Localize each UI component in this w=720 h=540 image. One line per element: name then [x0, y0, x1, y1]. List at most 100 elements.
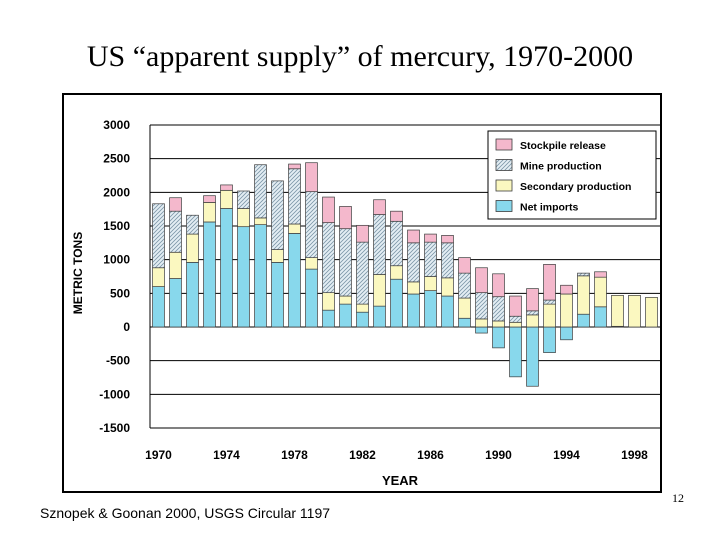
bar-segment — [169, 210, 182, 253]
bar-segment — [628, 295, 641, 328]
bar-segment — [271, 249, 284, 263]
legend-label: Net imports — [520, 202, 579, 214]
bar-segment — [373, 214, 386, 275]
chart-frame: 3000 2500 2000 1500 1000 500 0 -500 -1000 -1500 19… — [62, 93, 662, 493]
bar-segment — [152, 267, 165, 287]
x-tick-label: 1970 — [145, 448, 172, 462]
x-tick-label: 1990 — [485, 448, 512, 462]
bar-segment — [526, 288, 539, 312]
bar-segment — [169, 278, 182, 328]
bar-segment — [492, 296, 505, 322]
bar-segment — [237, 226, 250, 328]
y-tick-label: 2000 — [103, 185, 130, 199]
y-tick-label: 1000 — [103, 253, 130, 267]
bar-segment — [152, 203, 165, 269]
y-tick-label: 500 — [110, 286, 130, 300]
bar-segment — [288, 223, 301, 234]
bar-segment — [526, 310, 539, 316]
bar-segment — [305, 191, 318, 259]
bar-segment — [390, 210, 403, 222]
page-number: 12 — [672, 491, 684, 505]
bar-segment — [560, 326, 573, 341]
source-citation: Sznopek & Goonan 2000, USGS Circular 119… — [40, 505, 331, 521]
legend-swatch — [495, 138, 513, 151]
legend-label: Secondary production — [520, 181, 631, 193]
bar-segment — [407, 281, 420, 295]
bar-segment — [254, 224, 267, 328]
bar-segment — [475, 326, 488, 334]
bar-segment — [407, 229, 420, 244]
bar-segment — [458, 297, 471, 319]
bar-segment — [577, 313, 590, 328]
y-tick-label: 1500 — [103, 219, 130, 233]
legend-label: Stockpile release — [520, 140, 606, 152]
bar-segment — [526, 326, 539, 387]
legend-swatch — [495, 179, 513, 192]
bar-segment — [339, 295, 352, 305]
bar-segment — [322, 309, 335, 328]
bar-segment — [186, 233, 199, 263]
x-tick-label: 1994 — [553, 448, 580, 462]
bar-segment — [356, 224, 369, 243]
bar-segment — [407, 293, 420, 328]
bar-segment — [356, 311, 369, 328]
bar-segment — [220, 184, 233, 191]
y-tick-label: -500 — [106, 354, 130, 368]
legend-swatch — [495, 200, 513, 212]
bar-segment — [577, 272, 590, 277]
bar-segment — [322, 292, 335, 311]
bar-segment — [407, 242, 420, 283]
bar-segment — [237, 208, 250, 228]
bar-segment — [441, 235, 454, 244]
bar-segment — [424, 276, 437, 291]
bar-segment — [373, 199, 386, 215]
bar-segment — [203, 221, 216, 328]
bar-segment — [458, 257, 471, 274]
bar-segment — [611, 295, 624, 327]
bar-segment — [220, 189, 233, 209]
bar-segment — [543, 299, 556, 305]
bar-segment — [339, 206, 352, 230]
bar-segment — [560, 284, 573, 295]
bar-segment — [305, 257, 318, 270]
x-tick-label: 1978 — [281, 448, 308, 462]
bar-segment — [475, 318, 488, 328]
bar-segment — [390, 220, 403, 267]
bar-segment — [543, 303, 556, 328]
y-tick-label: -1500 — [99, 421, 130, 435]
bar-segment — [594, 271, 607, 278]
x-tick-label: 1982 — [349, 448, 376, 462]
bar-segment — [203, 202, 216, 223]
bar-segment — [492, 326, 505, 349]
legend-box — [487, 130, 657, 220]
bar-segment — [577, 275, 590, 315]
bar-segment — [492, 273, 505, 298]
bar-segment — [373, 274, 386, 307]
bar-segment — [424, 233, 437, 243]
bar-segment — [339, 228, 352, 297]
y-tick-label: 3000 — [103, 118, 130, 132]
y-tick-label: -1000 — [99, 387, 130, 401]
bar-segment — [152, 286, 165, 328]
bar-segment — [441, 277, 454, 297]
bar-segment — [526, 314, 539, 328]
mercury-supply-chart: 3000 2500 2000 1500 1000 500 0 -500 -1000 -1500 19… — [71, 118, 660, 488]
bar-segment — [356, 241, 369, 305]
y-axis-label: METRIC TONS — [71, 232, 85, 314]
bar-segment — [492, 320, 505, 328]
bar-segment — [458, 317, 471, 328]
bar-segment — [560, 293, 573, 328]
bar-segment — [645, 297, 658, 328]
bar-segment — [509, 326, 522, 378]
bar-segment — [424, 241, 437, 277]
bar-segment — [441, 242, 454, 279]
bar-segment — [509, 315, 522, 323]
bar-segment — [220, 208, 233, 328]
x-axis-label: YEAR — [382, 473, 419, 488]
bar-segment — [322, 222, 335, 294]
bar-segment — [509, 321, 522, 328]
bar-segment — [305, 268, 318, 328]
bar-segment — [390, 278, 403, 328]
bar-segment — [254, 164, 267, 219]
bar-segment — [339, 303, 352, 328]
